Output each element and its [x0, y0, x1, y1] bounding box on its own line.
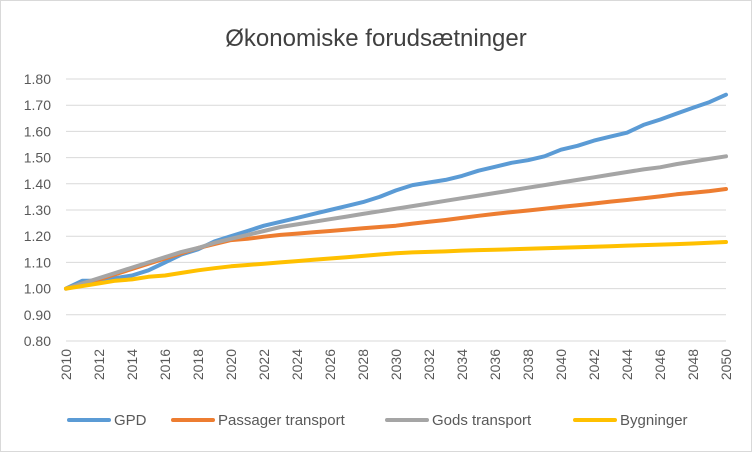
series-lines: [64, 92, 728, 291]
series-line-0: [64, 92, 728, 291]
x-tick-label: 2026: [322, 349, 338, 380]
x-tick-label: 2046: [652, 349, 668, 380]
legend: GPD Passager transport Gods transport Bygni…: [67, 412, 688, 429]
y-tick-label: 1.00: [24, 281, 51, 297]
x-tick-label: 2032: [421, 349, 437, 380]
x-tick-label: 2050: [718, 349, 734, 380]
series-line-3: [64, 240, 728, 291]
x-tick-label: 2022: [256, 349, 272, 380]
x-tick-label: 2030: [388, 349, 404, 380]
y-tick-label: 1.70: [24, 97, 51, 113]
series-line-2: [64, 154, 728, 291]
y-tick-label: 0.90: [24, 307, 51, 323]
y-tick-label: 1.30: [24, 202, 51, 218]
x-tick-label: 2038: [520, 349, 536, 380]
x-tick-label: 2042: [586, 349, 602, 380]
y-tick-label: 1.50: [24, 150, 51, 166]
y-tick-label: 1.40: [24, 176, 51, 192]
legend-label: Bygninger: [620, 412, 688, 429]
x-tick-label: 2034: [454, 349, 470, 380]
x-tick-label: 2014: [124, 349, 140, 380]
x-tick-label: 2020: [223, 349, 239, 380]
x-axis: 2010 2012 2014 2016 2018 2020 2022 2024 2026 2028…: [58, 349, 734, 380]
x-tick-label: 2036: [487, 349, 503, 380]
x-tick-label: 2018: [190, 349, 206, 380]
chart-title: Økonomiske forudsætninger: [225, 25, 526, 52]
x-tick-label: 2016: [157, 349, 173, 380]
y-tick-label: 0.80: [24, 333, 51, 349]
x-tick-label: 2028: [355, 349, 371, 380]
x-tick-label: 2048: [685, 349, 701, 380]
y-tick-label: 1.20: [24, 228, 51, 244]
y-tick-label: 1.60: [24, 123, 51, 139]
legend-label: Gods transport: [432, 412, 532, 429]
legend-label: Passager transport: [218, 412, 346, 429]
x-tick-label: 2044: [619, 349, 635, 380]
y-tick-label: 1.80: [24, 71, 51, 87]
x-tick-label: 2012: [91, 349, 107, 380]
x-tick-label: 2024: [289, 349, 305, 380]
x-tick-label: 2040: [553, 349, 569, 380]
x-tick-label: 2010: [58, 349, 74, 380]
y-axis: 0.80 0.90 1.00 1.10 1.20 1.30 1.40 1.50 1.60 1.70…: [24, 71, 51, 349]
y-tick-label: 1.10: [24, 254, 51, 270]
legend-label: GPD: [114, 412, 147, 429]
